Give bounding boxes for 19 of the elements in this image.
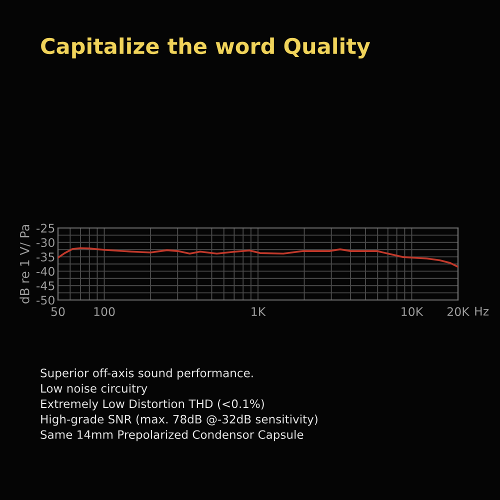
y-tick-label: -45: [36, 281, 54, 290]
text: Low noise circuitry: [41, 384, 148, 395]
text: Superior off-axis sound performance.: [40, 368, 253, 380]
y-tick-label: -50: [36, 296, 54, 305]
y-tick-label: -35: [36, 252, 54, 262]
text: Extremely Low Distortion THD (<0.1%): [41, 399, 264, 410]
x-tick-label: 100: [94, 307, 115, 316]
chart-title: Capitalize the word Quality: [41, 38, 370, 58]
x-tick-label: 10K: [402, 307, 424, 316]
y-tick-label: -25: [36, 224, 54, 233]
text: High-grade SNR (max. 78dB @-32dB sensitivity): [41, 414, 318, 426]
x-tick-label: 50: [51, 307, 65, 316]
text: Same 14mm Prepolarized Condensor Capsule: [40, 430, 304, 442]
y-tick-label: -40: [36, 266, 54, 276]
x-axis-title: Hz: [475, 306, 489, 316]
y-axis-title: dB re 1 V/ Pa: [20, 224, 30, 304]
y-tick-label: -30: [36, 238, 54, 248]
x-tick-label: 20K: [447, 307, 470, 316]
x-tick-label: 1K: [252, 307, 266, 316]
